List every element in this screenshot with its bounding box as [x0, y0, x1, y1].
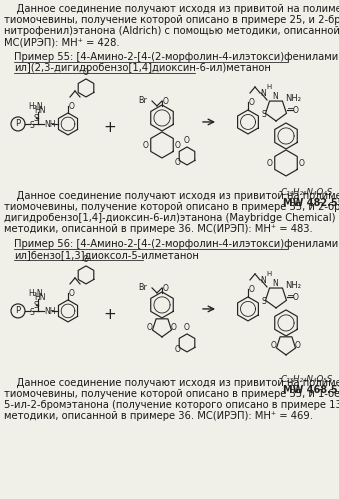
Text: NH: NH: [44, 307, 56, 316]
Text: S: S: [34, 301, 39, 310]
Text: O: O: [271, 341, 277, 350]
Text: O: O: [175, 159, 181, 168]
Text: O: O: [293, 293, 299, 302]
Text: O: O: [163, 97, 169, 106]
Text: N: N: [260, 89, 266, 98]
Text: +: +: [104, 307, 116, 322]
Text: ил]бензо[1,3]диоксол-5-илметанон: ил]бензо[1,3]диоксол-5-илметанон: [14, 250, 199, 260]
Text: NH₂: NH₂: [285, 94, 301, 103]
Text: P: P: [16, 306, 21, 315]
Text: Пример 56: [4-Амино-2-[4-(2-морфолин-4-илэтокси)фениламино]тиазол-5-: Пример 56: [4-Амино-2-[4-(2-морфолин-4-и…: [14, 239, 339, 249]
Text: тиомочевины, получение которой описано в примере 35, и 2-бром-1-(2,3-: тиомочевины, получение которой описано в…: [4, 202, 339, 212]
Text: NH₂: NH₂: [285, 281, 301, 290]
Text: МС(ИРЭП): МН⁺ = 428.: МС(ИРЭП): МН⁺ = 428.: [4, 37, 120, 47]
Text: S: S: [30, 121, 35, 130]
Text: тиомочевины, получение которой описано в примере 35, и 1-бензо[1,3]диоксол-: тиомочевины, получение которой описано в…: [4, 389, 339, 399]
Text: MW 468.53: MW 468.53: [283, 385, 339, 395]
Text: HN: HN: [34, 293, 45, 302]
Text: O: O: [184, 323, 190, 332]
Text: O: O: [69, 289, 75, 298]
Text: H₂N: H₂N: [28, 102, 43, 111]
Text: O: O: [295, 341, 301, 350]
Text: N: N: [260, 276, 266, 285]
Text: O: O: [293, 106, 299, 115]
Text: S: S: [261, 297, 266, 306]
Text: O: O: [249, 98, 255, 107]
Text: O: O: [163, 284, 169, 293]
Text: методики, описанной в примере 36. МС(ИРЭП): МН⁺ = 469.: методики, описанной в примере 36. МС(ИРЭ…: [4, 411, 313, 421]
Text: O: O: [143, 141, 149, 151]
Text: O: O: [267, 160, 273, 169]
Text: Пример 55: [4-Амино-2-[4-(2-морфолин-4-илэтокси)фениламино]тиазол-5-: Пример 55: [4-Амино-2-[4-(2-морфолин-4-и…: [14, 51, 339, 62]
Text: Br: Br: [138, 283, 147, 292]
Text: O: O: [69, 102, 75, 111]
Text: O: O: [175, 141, 181, 151]
Text: O: O: [249, 285, 255, 294]
Text: Данное соединение получают исходя из привитой на полимерный носитель: Данное соединение получают исходя из при…: [4, 4, 339, 14]
Text: O: O: [171, 323, 177, 332]
Text: ил](2,3-дигидробензо[1,4]диоксин-6-ил)метанон: ил](2,3-дигидробензо[1,4]диоксин-6-ил)ме…: [14, 63, 271, 73]
Text: методики, описанной в примере 36. МС(ИРЭП): МН⁺ = 483.: методики, описанной в примере 36. МС(ИРЭ…: [4, 225, 313, 235]
Text: Данное соединение получают исходя из привитой на полимерный носитель: Данное соединение получают исходя из при…: [4, 378, 339, 388]
Text: S: S: [261, 110, 266, 119]
Text: дигидробензо[1,4]-диоксин-6-ил)этанона (Maybridge Chemical) с помощью: дигидробензо[1,4]-диоксин-6-ил)этанона (…: [4, 213, 339, 223]
Text: O: O: [175, 345, 181, 354]
Text: +: +: [104, 120, 116, 135]
Text: NH: NH: [44, 120, 56, 129]
Text: P: P: [16, 119, 21, 128]
Text: тиомочевины, получение которой описано в примере 25, и 2-бром-1-(3-: тиомочевины, получение которой описано в…: [4, 15, 339, 25]
Text: S: S: [34, 114, 39, 123]
Text: C₂₄H₂₆N₄O₄S: C₂₄H₂₆N₄O₄S: [281, 188, 333, 197]
Text: N: N: [272, 279, 278, 288]
Text: MW 482.55: MW 482.55: [283, 198, 339, 208]
Text: Данное соединение получают исходя из привитой на полимерный носитель: Данное соединение получают исходя из при…: [4, 191, 339, 201]
Text: H: H: [266, 271, 271, 277]
Text: O: O: [83, 68, 89, 77]
Text: HN: HN: [34, 106, 45, 115]
Text: O: O: [83, 255, 89, 264]
Text: O: O: [147, 323, 153, 332]
Text: нитрофенил)этанона (Aldrich) с помощью методики, описанной в примере 36.: нитрофенил)этанона (Aldrich) с помощью м…: [4, 26, 339, 36]
Text: Br: Br: [138, 96, 147, 105]
Text: C₂₃H₂₄N₄O₅S: C₂₃H₂₄N₄O₅S: [281, 375, 333, 384]
Text: O: O: [184, 136, 190, 146]
Text: 5-ил-2-бромэтанона (получение которого описано в примере 132) с помощью: 5-ил-2-бромэтанона (получение которого о…: [4, 400, 339, 410]
Text: O: O: [299, 160, 305, 169]
Text: H: H: [266, 84, 271, 90]
Text: S: S: [30, 308, 35, 317]
Text: N: N: [272, 92, 278, 101]
Text: H₂N: H₂N: [28, 289, 43, 298]
